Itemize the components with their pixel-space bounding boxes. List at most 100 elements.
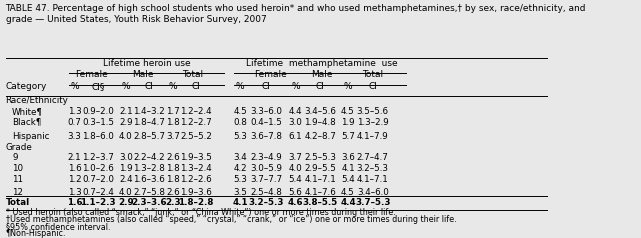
Text: Black¶: Black¶ bbox=[12, 118, 42, 127]
Text: 4.1: 4.1 bbox=[233, 198, 248, 207]
Text: 1.3–2.9: 1.3–2.9 bbox=[357, 118, 388, 127]
Text: 1.3: 1.3 bbox=[68, 188, 81, 197]
Text: 1.8: 1.8 bbox=[166, 164, 179, 173]
Text: Hispanic: Hispanic bbox=[12, 132, 49, 141]
Text: CI§: CI§ bbox=[92, 82, 105, 91]
Text: 0.7–2.0: 0.7–2.0 bbox=[82, 175, 114, 184]
Text: %: % bbox=[344, 82, 353, 91]
Text: 10: 10 bbox=[12, 164, 23, 173]
Text: 3.2–5.3: 3.2–5.3 bbox=[357, 164, 389, 173]
Text: 3.7–5.3: 3.7–5.3 bbox=[355, 198, 390, 207]
Text: 0.7: 0.7 bbox=[67, 118, 81, 127]
Text: 1.9–4.8: 1.9–4.8 bbox=[304, 118, 337, 127]
Text: 4.1–7.1: 4.1–7.1 bbox=[357, 175, 388, 184]
Text: 5.3: 5.3 bbox=[233, 175, 247, 184]
Text: Female: Female bbox=[75, 70, 108, 79]
Text: TABLE 47. Percentage of high school students who used heroin* and who used metha: TABLE 47. Percentage of high school stud… bbox=[6, 4, 586, 24]
Text: 1.2–2.4: 1.2–2.4 bbox=[180, 107, 212, 116]
Text: 4.2: 4.2 bbox=[233, 164, 247, 173]
Text: 4.1–7.1: 4.1–7.1 bbox=[304, 175, 337, 184]
Text: 1.8–4.7: 1.8–4.7 bbox=[133, 118, 165, 127]
Text: 1.2–2.6: 1.2–2.6 bbox=[180, 175, 212, 184]
Text: 2.3: 2.3 bbox=[165, 198, 181, 207]
Text: 3.6–7.8: 3.6–7.8 bbox=[250, 132, 282, 141]
Text: 3.5: 3.5 bbox=[233, 188, 247, 197]
Text: 4.0: 4.0 bbox=[119, 188, 133, 197]
Text: 4.6: 4.6 bbox=[288, 198, 303, 207]
Text: 1.0–2.6: 1.0–2.6 bbox=[83, 164, 114, 173]
Text: %: % bbox=[236, 82, 245, 91]
Text: 3.7: 3.7 bbox=[166, 132, 180, 141]
Text: 2.5–4.8: 2.5–4.8 bbox=[250, 188, 282, 197]
Text: 5.4: 5.4 bbox=[341, 175, 355, 184]
Text: 1.7: 1.7 bbox=[166, 107, 179, 116]
Text: 0.7–2.4: 0.7–2.4 bbox=[83, 188, 114, 197]
Text: 2.8–5.7: 2.8–5.7 bbox=[133, 132, 165, 141]
Text: %: % bbox=[71, 82, 79, 91]
Text: 1.4–3.2: 1.4–3.2 bbox=[133, 107, 165, 116]
Text: 4.4: 4.4 bbox=[288, 107, 303, 116]
Text: 2.5–5.3: 2.5–5.3 bbox=[304, 153, 337, 162]
Text: 3.4–6.0: 3.4–6.0 bbox=[357, 188, 388, 197]
Text: CI: CI bbox=[316, 82, 325, 91]
Text: 3.7: 3.7 bbox=[288, 153, 303, 162]
Text: ¶Non-Hispanic.: ¶Non-Hispanic. bbox=[6, 229, 66, 238]
Text: White¶: White¶ bbox=[12, 107, 43, 116]
Text: 2.3–4.9: 2.3–4.9 bbox=[251, 153, 282, 162]
Text: 3.0–5.9: 3.0–5.9 bbox=[250, 164, 282, 173]
Text: 4.5: 4.5 bbox=[341, 107, 355, 116]
Text: 4.4: 4.4 bbox=[340, 198, 356, 207]
Text: 1.9: 1.9 bbox=[341, 118, 354, 127]
Text: 2.2–4.2: 2.2–4.2 bbox=[133, 153, 165, 162]
Text: 3.5–5.6: 3.5–5.6 bbox=[357, 107, 389, 116]
Text: 1.8: 1.8 bbox=[166, 118, 179, 127]
Text: 1.6: 1.6 bbox=[68, 164, 81, 173]
Text: 2.1: 2.1 bbox=[68, 153, 81, 162]
Text: 3.8–5.5: 3.8–5.5 bbox=[303, 198, 338, 207]
Text: 5.4: 5.4 bbox=[288, 175, 303, 184]
Text: 1.2–2.7: 1.2–2.7 bbox=[180, 118, 212, 127]
Text: 1.3–2.4: 1.3–2.4 bbox=[180, 164, 212, 173]
Text: 5.6: 5.6 bbox=[288, 188, 303, 197]
Text: 3.7–7.7: 3.7–7.7 bbox=[250, 175, 282, 184]
Text: 2.9: 2.9 bbox=[119, 118, 133, 127]
Text: †Used methamphetamines (also called “speed,” “crystal,” “crank,” or “ice”) one o: †Used methamphetamines (also called “spe… bbox=[6, 215, 456, 224]
Text: 4.1–7.6: 4.1–7.6 bbox=[304, 188, 337, 197]
Text: Female: Female bbox=[254, 70, 287, 79]
Text: 1.8: 1.8 bbox=[166, 175, 179, 184]
Text: 3.3–6.0: 3.3–6.0 bbox=[250, 107, 282, 116]
Text: Male: Male bbox=[132, 70, 153, 79]
Text: 3.6: 3.6 bbox=[341, 153, 355, 162]
Text: 2.6: 2.6 bbox=[166, 153, 179, 162]
Text: 11: 11 bbox=[12, 175, 23, 184]
Text: CI: CI bbox=[145, 82, 154, 91]
Text: 4.1: 4.1 bbox=[341, 164, 354, 173]
Text: %: % bbox=[291, 82, 300, 91]
Text: Race/Ethnicity: Race/Ethnicity bbox=[6, 96, 69, 105]
Text: 2.5–5.2: 2.5–5.2 bbox=[180, 132, 212, 141]
Text: Total: Total bbox=[181, 70, 203, 79]
Text: CI: CI bbox=[369, 82, 378, 91]
Text: * Used heroin (also called “smack,” “junk,” or “China White”) one or more times : * Used heroin (also called “smack,” “jun… bbox=[6, 208, 395, 217]
Text: %: % bbox=[169, 82, 177, 91]
Text: 4.1–7.9: 4.1–7.9 bbox=[357, 132, 388, 141]
Text: 4.2–8.7: 4.2–8.7 bbox=[304, 132, 337, 141]
Text: 1.2–3.7: 1.2–3.7 bbox=[83, 153, 114, 162]
Text: 3.4: 3.4 bbox=[233, 153, 247, 162]
Text: 1.3–2.8: 1.3–2.8 bbox=[133, 164, 165, 173]
Text: 4.5: 4.5 bbox=[233, 107, 247, 116]
Text: 1.3: 1.3 bbox=[68, 107, 81, 116]
Text: 2.7–5.8: 2.7–5.8 bbox=[133, 188, 165, 197]
Text: 2.3–3.6: 2.3–3.6 bbox=[131, 198, 167, 207]
Text: CI: CI bbox=[262, 82, 271, 91]
Text: 6.1: 6.1 bbox=[288, 132, 303, 141]
Text: CI: CI bbox=[192, 82, 201, 91]
Text: 4.5: 4.5 bbox=[341, 188, 355, 197]
Text: 1.2: 1.2 bbox=[68, 175, 81, 184]
Text: 0.8: 0.8 bbox=[233, 118, 247, 127]
Text: Category: Category bbox=[6, 82, 47, 91]
Text: 5.3: 5.3 bbox=[233, 132, 247, 141]
Text: 0.9–2.0: 0.9–2.0 bbox=[83, 107, 114, 116]
Text: 3.4–5.6: 3.4–5.6 bbox=[304, 107, 337, 116]
Text: 2.7–4.7: 2.7–4.7 bbox=[357, 153, 388, 162]
